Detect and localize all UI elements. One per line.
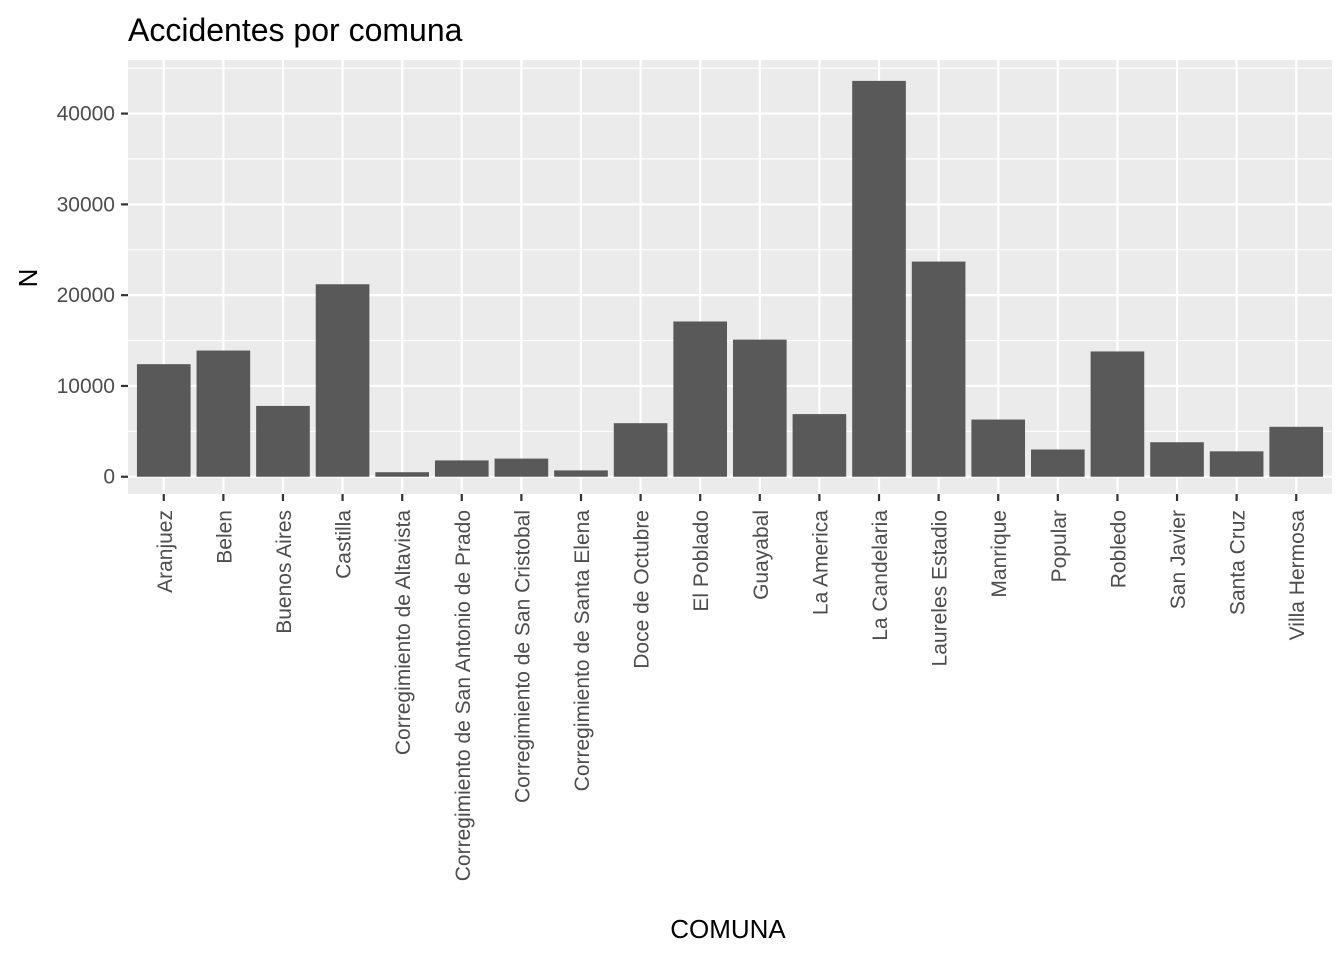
x-tick-label: Belen [213,510,236,564]
bar [673,321,728,477]
bar [315,284,370,477]
bars [136,80,1324,477]
bar [971,419,1026,477]
x-tick-label: Laureles Estadio [929,510,952,666]
y-tick-label: 20000 [57,284,115,307]
bar [1209,451,1264,477]
bar [732,339,787,477]
x-tick-label: San Javier [1167,510,1190,609]
bar [196,350,251,477]
y-tick-label: 30000 [57,193,115,216]
x-tick-label: Corregimiento de Santa Elena [571,510,594,792]
y-axis: 0 10000 20000 30000 40000 [57,103,128,489]
y-tick-label: 40000 [57,103,115,126]
y-tick-label: 10000 [57,375,115,398]
x-tick-label: Buenos Aires [273,510,296,634]
bar [852,80,906,477]
bar [494,458,549,477]
bar [136,364,191,477]
x-tick-label: Doce de Octubre [631,510,654,669]
x-tick-label: Robledo [1107,510,1130,588]
bar [792,414,847,477]
y-axis-title: N [13,269,43,288]
x-tick-label: Corregimiento de San Cristobal [511,510,534,803]
bar [1090,351,1145,477]
bar [1031,449,1085,477]
x-tick-label: Castilla [333,510,356,579]
x-tick-label: Aranjuez [154,510,177,593]
bar [375,472,429,477]
x-tick-label: Guayabal [750,510,773,600]
x-tick-label: Popular [1048,510,1071,582]
bar [1269,426,1324,477]
bar [554,470,608,477]
x-tick-label: Corregimiento de San Antonio de Prado [452,510,475,881]
x-tick-label: La Candelaria [869,510,892,641]
x-axis-title: COMUNA [670,914,786,944]
x-tick-label: Corregimiento de Altavista [392,510,415,755]
bar [613,423,668,477]
bar [434,460,489,477]
bar [256,405,310,477]
bar [1150,442,1204,477]
x-tick-label: Manrique [988,510,1011,598]
x-tick-label: El Poblado [690,510,713,612]
chart-title: Accidentes por comuna [128,12,463,48]
x-axis: Aranjuez Belen Buenos Aires Castilla Corregi… [154,494,1309,881]
bar [911,261,966,477]
x-tick-label: Santa Cruz [1227,510,1250,615]
y-tick-label: 0 [103,466,115,489]
x-tick-label: La America [809,510,832,615]
x-tick-label: Villa Hermosa [1286,510,1309,641]
